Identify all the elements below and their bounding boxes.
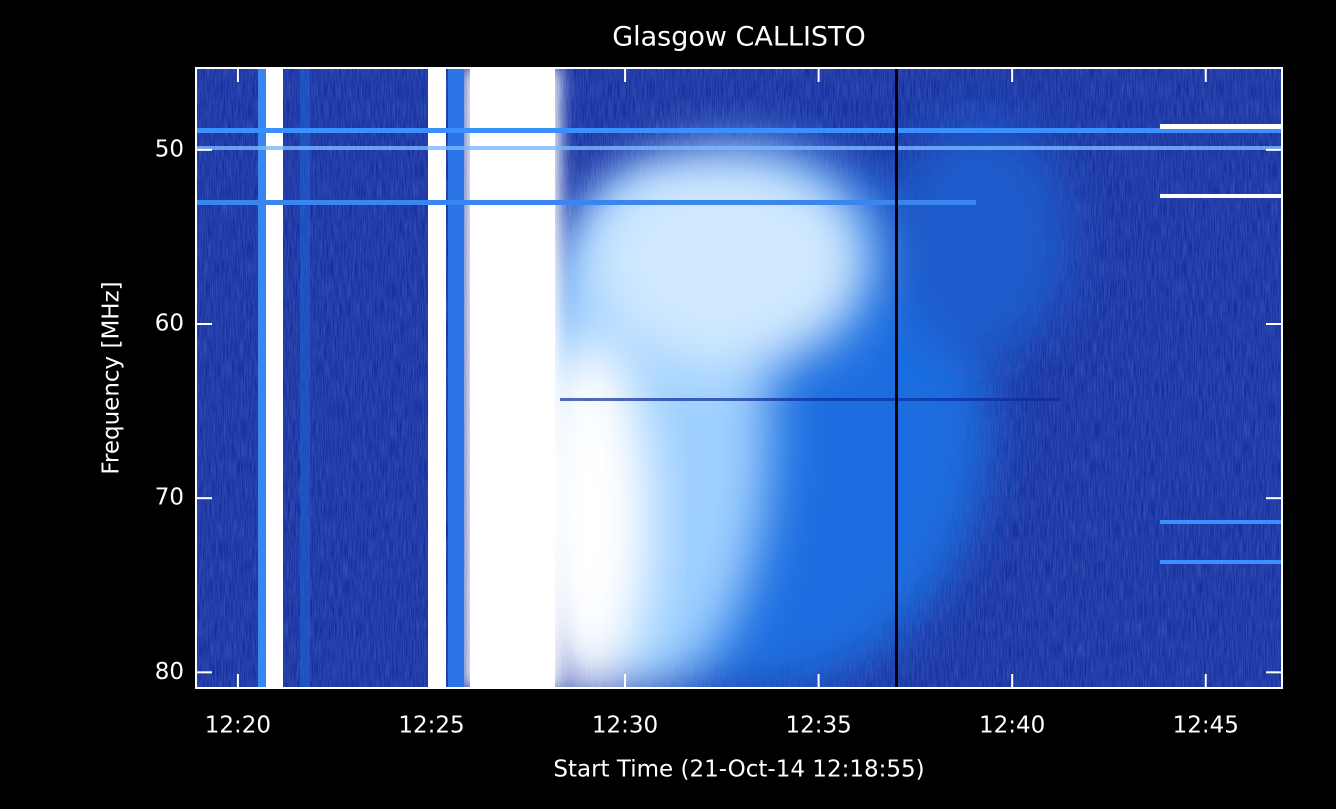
plot-frame — [195, 67, 1283, 689]
chart-title: Glasgow CALLISTO — [612, 22, 866, 53]
y-tick-label: 70 — [155, 485, 184, 511]
x-tick-label: 12:25 — [398, 713, 464, 739]
x-axis-label: Start Time (21-Oct-14 12:18:55) — [553, 757, 924, 783]
y-tick-label: 60 — [155, 311, 184, 337]
x-tick-label: 12:45 — [1173, 713, 1239, 739]
x-tick-label: 12:40 — [979, 713, 1045, 739]
x-tick-label: 12:20 — [205, 713, 271, 739]
y-tick-label: 80 — [155, 659, 184, 685]
y-tick-label: 50 — [155, 136, 184, 162]
x-tick-label: 12:30 — [592, 713, 658, 739]
spectrogram-image — [196, 68, 1282, 688]
x-tick-label: 12:35 — [785, 713, 851, 739]
y-axis-label: Frequency [MHz] — [99, 281, 125, 474]
